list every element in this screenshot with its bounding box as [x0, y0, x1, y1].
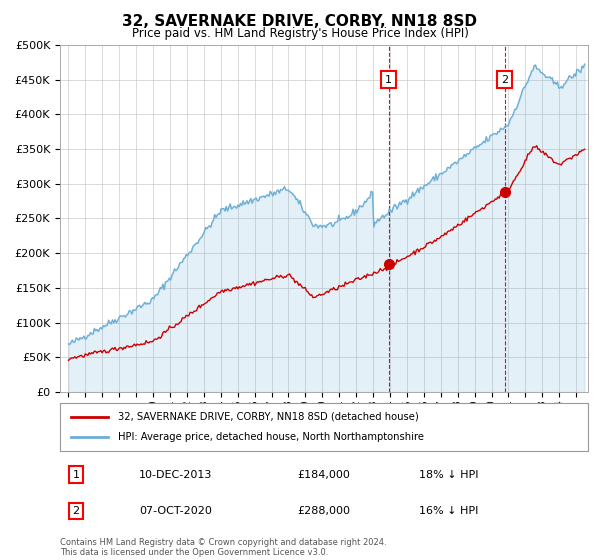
Text: 16% ↓ HPI: 16% ↓ HPI	[419, 506, 478, 516]
Text: 32, SAVERNAKE DRIVE, CORBY, NN18 8SD (detached house): 32, SAVERNAKE DRIVE, CORBY, NN18 8SD (de…	[118, 412, 419, 422]
Text: 2: 2	[501, 74, 508, 85]
Text: £288,000: £288,000	[298, 506, 350, 516]
Text: Contains HM Land Registry data © Crown copyright and database right 2024.
This d: Contains HM Land Registry data © Crown c…	[60, 538, 386, 557]
Text: Price paid vs. HM Land Registry's House Price Index (HPI): Price paid vs. HM Land Registry's House …	[131, 27, 469, 40]
Text: 32, SAVERNAKE DRIVE, CORBY, NN18 8SD: 32, SAVERNAKE DRIVE, CORBY, NN18 8SD	[122, 14, 478, 29]
Text: 18% ↓ HPI: 18% ↓ HPI	[419, 470, 479, 479]
Text: 07-OCT-2020: 07-OCT-2020	[139, 506, 212, 516]
Text: HPI: Average price, detached house, North Northamptonshire: HPI: Average price, detached house, Nort…	[118, 432, 424, 442]
Text: 1: 1	[385, 74, 392, 85]
FancyBboxPatch shape	[60, 403, 588, 451]
Text: £184,000: £184,000	[298, 470, 350, 479]
Text: 10-DEC-2013: 10-DEC-2013	[139, 470, 212, 479]
Text: 1: 1	[73, 470, 79, 479]
Text: 2: 2	[72, 506, 79, 516]
